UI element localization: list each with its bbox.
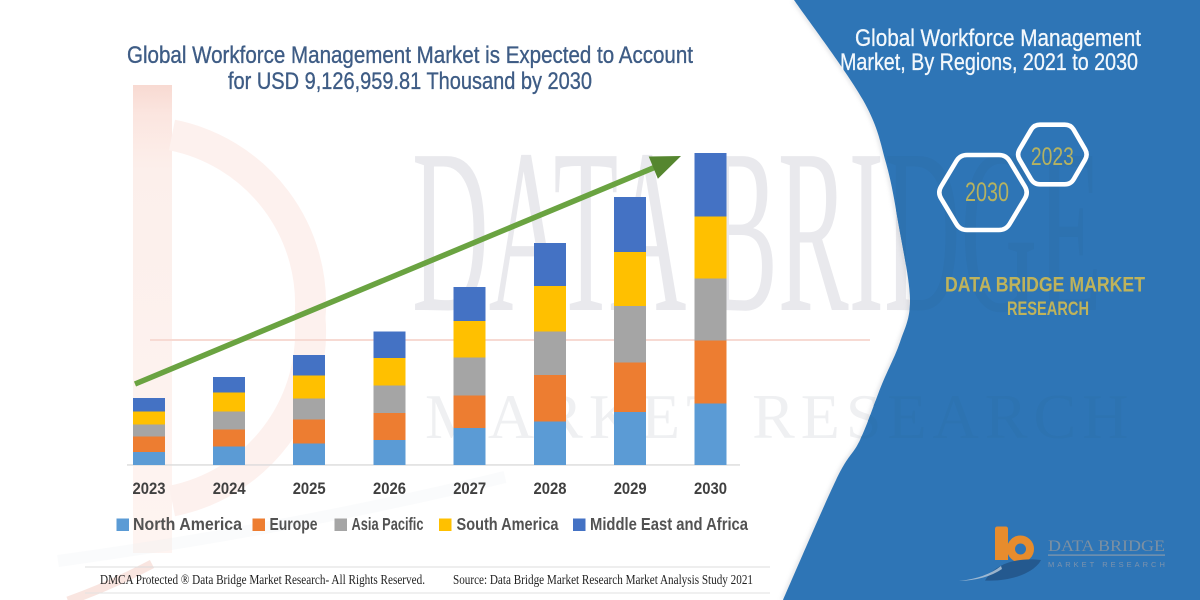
svg-text:South America: South America	[457, 514, 559, 534]
svg-text:MARKET RESEARCH: MARKET RESEARCH	[1048, 560, 1168, 569]
svg-text:2030: 2030	[965, 177, 1009, 207]
svg-text:2024: 2024	[213, 479, 246, 498]
svg-text:Global Workforce Management Ma: Global Workforce Management Market is Ex…	[127, 42, 693, 69]
svg-text:MARKET RESEARCH: MARKET RESEARCH	[425, 381, 1134, 452]
svg-text:2023: 2023	[1031, 143, 1074, 171]
svg-text:2028: 2028	[534, 479, 567, 498]
svg-text:Europe: Europe	[270, 514, 318, 534]
svg-text:2026: 2026	[373, 479, 406, 498]
svg-text:2025: 2025	[293, 479, 326, 498]
svg-text:Middle East and Africa: Middle East and Africa	[590, 514, 748, 534]
svg-text:North America: North America	[133, 514, 242, 534]
svg-text:Asia Pacific: Asia Pacific	[352, 514, 424, 534]
svg-text:DATA BRIDGE: DATA BRIDGE	[1048, 538, 1165, 555]
svg-text:DMCA Protected ® Data Bridge M: DMCA Protected ® Data Bridge Market Rese…	[100, 572, 425, 587]
svg-text:2029: 2029	[614, 479, 647, 498]
svg-text:DATA BRIDGE MARKET: DATA BRIDGE MARKET	[945, 274, 1145, 297]
svg-text:2027: 2027	[453, 479, 486, 498]
svg-text:Global Workforce Management: Global Workforce Management	[855, 25, 1141, 52]
svg-text:RESEARCH: RESEARCH	[1007, 299, 1089, 320]
svg-text:for USD 9,126,959.81 Thousand: for USD 9,126,959.81 Thousand by 2030	[228, 68, 592, 95]
svg-text:2030: 2030	[694, 479, 727, 498]
svg-text:Market, By Regions, 2021 to 20: Market, By Regions, 2021 to 2030	[840, 49, 1138, 76]
svg-text:2023: 2023	[133, 479, 166, 498]
svg-text:Source: Data Bridge Market Res: Source: Data Bridge Market Research Mark…	[453, 572, 753, 587]
